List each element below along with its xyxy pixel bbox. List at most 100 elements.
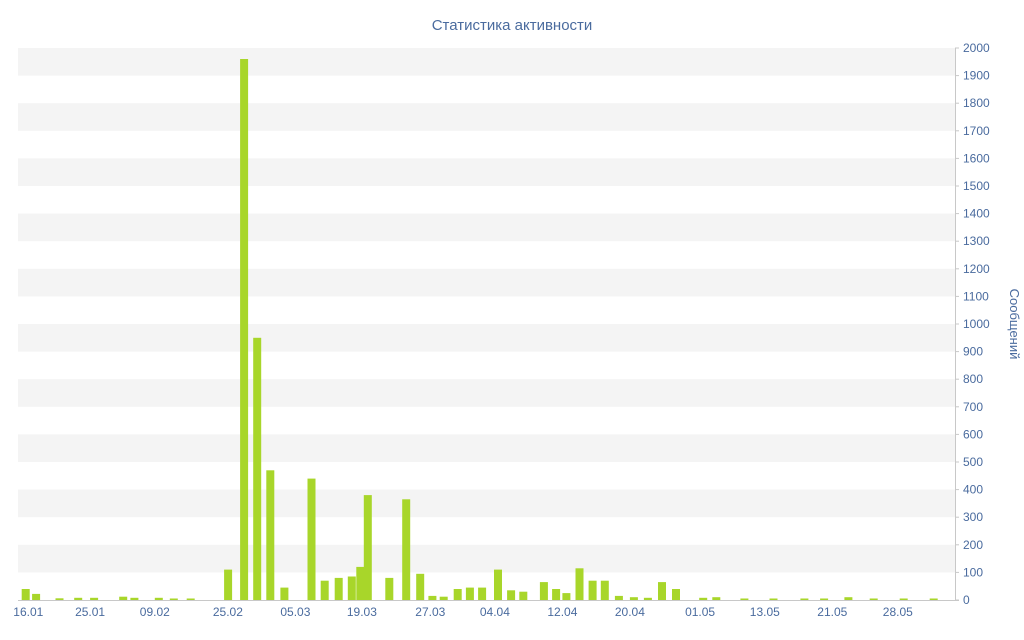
band xyxy=(18,544,955,573)
x-tick-label: 12.04 xyxy=(547,605,577,619)
bar xyxy=(614,595,623,600)
band xyxy=(18,379,955,407)
bar xyxy=(356,566,365,600)
y-tick-label: 1400 xyxy=(963,207,990,221)
bar xyxy=(658,582,666,600)
band xyxy=(18,434,955,462)
bar xyxy=(672,589,680,600)
x-tick-label: 20.04 xyxy=(615,605,645,619)
bar xyxy=(416,573,425,600)
bar xyxy=(929,598,938,600)
bar xyxy=(320,580,329,600)
band xyxy=(18,489,955,518)
bar xyxy=(347,576,356,600)
y-tick-label: 900 xyxy=(963,345,983,359)
bar xyxy=(130,597,139,600)
bar xyxy=(575,568,584,600)
y-tick-label: 1800 xyxy=(963,96,990,110)
y-tick-label: 1900 xyxy=(963,69,990,83)
bar xyxy=(588,580,597,600)
bar xyxy=(90,597,99,600)
bar xyxy=(253,337,262,600)
y-tick-label: 100 xyxy=(963,565,983,579)
bar xyxy=(280,587,289,600)
y-tick-label: 500 xyxy=(963,455,983,469)
bar xyxy=(169,598,178,600)
x-tick-label: 21.05 xyxy=(817,605,847,619)
bar xyxy=(899,598,908,600)
bar xyxy=(224,569,233,600)
bar xyxy=(21,589,30,600)
y-tick-label: 0 xyxy=(963,593,970,607)
y-tick-label: 600 xyxy=(963,427,983,441)
bar xyxy=(266,470,275,600)
band xyxy=(18,103,955,131)
bar-series xyxy=(21,59,938,600)
x-axis-ticks: 16.01 25.01 09.02 25.02 05.03 19.03 27.03 04.04… xyxy=(13,605,913,619)
band xyxy=(18,48,955,76)
bar xyxy=(119,596,128,600)
bar xyxy=(800,598,809,600)
bar xyxy=(562,593,571,600)
y-tick-label: 700 xyxy=(963,400,983,414)
y-tick-label: 2000 xyxy=(963,41,990,55)
bar xyxy=(519,591,528,600)
y-tick-label: 1300 xyxy=(963,234,990,248)
bar xyxy=(769,598,778,600)
bar xyxy=(465,587,474,600)
bar xyxy=(307,478,316,600)
bar xyxy=(507,590,516,600)
background-bands xyxy=(18,48,955,573)
bar xyxy=(74,597,83,600)
bar xyxy=(539,582,548,600)
y-tick-label: 400 xyxy=(963,483,983,497)
band xyxy=(18,213,955,242)
bar xyxy=(600,580,609,600)
bar xyxy=(334,577,343,600)
bar xyxy=(453,589,462,600)
band xyxy=(18,158,955,186)
bar xyxy=(643,597,652,600)
bar xyxy=(740,598,749,600)
bar xyxy=(869,598,878,600)
x-tick-label: 09.02 xyxy=(140,605,170,619)
y-tick-label: 300 xyxy=(963,510,983,524)
y-tick-label: 800 xyxy=(963,372,983,386)
y-tick-label: 200 xyxy=(963,538,983,552)
band xyxy=(18,324,955,352)
bar xyxy=(712,597,721,600)
bar xyxy=(385,577,394,600)
x-tick-label: 25.02 xyxy=(213,605,243,619)
bar xyxy=(844,597,853,600)
y-tick-label: 1200 xyxy=(963,262,990,276)
x-tick-label: 13.05 xyxy=(750,605,780,619)
y-tick-label: 1600 xyxy=(963,151,990,165)
bar xyxy=(552,589,561,600)
x-tick-label: 19.03 xyxy=(347,605,377,619)
y-axis-ticks: 0 100 200 300 400 500 600 700 800 900 1000 1100 1200… xyxy=(955,41,990,607)
x-tick-label: 27.03 xyxy=(415,605,445,619)
band xyxy=(18,268,955,297)
bar xyxy=(699,597,708,600)
bar xyxy=(55,598,64,600)
y-tick-label: 1500 xyxy=(963,179,990,193)
bar xyxy=(428,595,437,600)
bar xyxy=(629,597,638,600)
bar xyxy=(494,569,502,600)
y-tick-label: 1100 xyxy=(963,289,989,303)
bar xyxy=(820,598,829,600)
bar xyxy=(32,593,41,600)
bar xyxy=(439,596,448,600)
bar xyxy=(240,59,249,600)
x-tick-label: 16.01 xyxy=(13,605,43,619)
y-tick-label: 1000 xyxy=(963,317,990,331)
bar xyxy=(402,499,411,600)
y-axis-label: Сообщений xyxy=(1007,289,1022,360)
x-tick-label: 01.05 xyxy=(685,605,715,619)
x-tick-label: 05.03 xyxy=(280,605,310,619)
x-tick-label: 04.04 xyxy=(480,605,510,619)
bar xyxy=(154,597,163,600)
y-tick-label: 1700 xyxy=(963,124,990,138)
